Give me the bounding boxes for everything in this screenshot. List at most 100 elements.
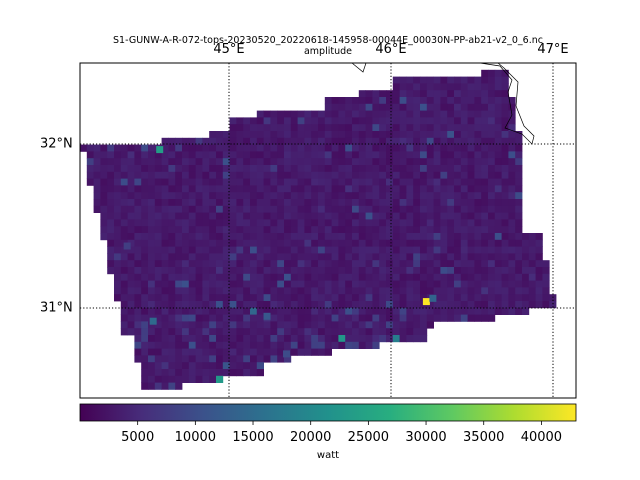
- raster-cell: [311, 137, 319, 145]
- raster-cell: [372, 301, 380, 309]
- raster-cell: [345, 246, 353, 254]
- raster-cell: [243, 341, 251, 349]
- raster-cell: [188, 260, 196, 268]
- raster-cell: [202, 212, 210, 220]
- raster-cell: [392, 83, 400, 91]
- raster-cell: [352, 117, 360, 125]
- raster-cell: [352, 110, 360, 118]
- raster-cell: [501, 267, 509, 275]
- raster-cell: [508, 131, 516, 139]
- raster-cell: [216, 131, 224, 139]
- raster-cell: [324, 246, 332, 254]
- raster-cell: [460, 83, 468, 91]
- raster-cell: [202, 192, 210, 200]
- raster-cell: [270, 233, 278, 241]
- raster-cell: [331, 341, 339, 349]
- raster-cell: [134, 165, 142, 173]
- raster-cell: [522, 294, 530, 302]
- raster-cell: [100, 144, 108, 152]
- raster-cell: [297, 117, 305, 125]
- raster-cell: [141, 192, 149, 200]
- raster-cell: [372, 137, 380, 145]
- raster-cell: [508, 301, 516, 309]
- raster-cell: [494, 212, 502, 220]
- raster-cell: [182, 267, 190, 275]
- raster-cell: [311, 110, 319, 118]
- raster-cell: [345, 178, 353, 186]
- raster-cell: [426, 321, 434, 329]
- raster-cell: [161, 171, 169, 179]
- raster-cell: [120, 151, 128, 159]
- raster-cell: [372, 273, 380, 281]
- raster-cell: [338, 117, 346, 125]
- raster-cell: [141, 260, 149, 268]
- raster-cell: [515, 239, 523, 247]
- raster-cell: [236, 294, 244, 302]
- raster-cell: [270, 171, 278, 179]
- raster-cell: [222, 151, 230, 159]
- raster-cell: [535, 267, 543, 275]
- raster-cell: [127, 212, 135, 220]
- raster-cell: [127, 280, 135, 288]
- raster-cell: [345, 205, 353, 213]
- raster-cell: [392, 103, 400, 111]
- raster-cell: [474, 260, 482, 268]
- raster-cell: [324, 192, 332, 200]
- raster-cell: [182, 233, 190, 241]
- raster-cell: [379, 239, 387, 247]
- raster-cell: [222, 253, 230, 261]
- raster-cell: [297, 219, 305, 227]
- raster-cell: [324, 151, 332, 159]
- raster-cell: [175, 375, 183, 383]
- raster-cell: [270, 280, 278, 288]
- raster-cell: [426, 205, 434, 213]
- raster-cell: [420, 253, 428, 261]
- raster-cell: [494, 260, 502, 268]
- raster-cell: [284, 178, 292, 186]
- raster-cell: [277, 314, 285, 322]
- raster-cell: [331, 110, 339, 118]
- raster-cell: [358, 273, 366, 281]
- raster-cell: [460, 239, 468, 247]
- raster-cell: [182, 348, 190, 356]
- raster-cell: [161, 335, 169, 343]
- raster-cell: [107, 226, 115, 234]
- raster-cell: [100, 171, 108, 179]
- raster-cell: [406, 144, 414, 152]
- raster-cell: [372, 260, 380, 268]
- raster-cell: [290, 267, 298, 275]
- raster-cell: [107, 233, 115, 241]
- raster-cell: [270, 131, 278, 139]
- raster-cell: [379, 246, 387, 254]
- raster-cell: [318, 185, 326, 193]
- raster-cell: [392, 212, 400, 220]
- raster-cell: [236, 328, 244, 336]
- raster-cell: [161, 239, 169, 247]
- raster-cell: [250, 226, 258, 234]
- raster-cell: [297, 260, 305, 268]
- raster-cell: [318, 267, 326, 275]
- raster-cell: [304, 335, 312, 343]
- raster-cell: [447, 212, 455, 220]
- raster-cell: [447, 76, 455, 84]
- raster-cell: [270, 335, 278, 343]
- raster-cell: [447, 151, 455, 159]
- raster-cell: [107, 267, 115, 275]
- raster-cell: [447, 90, 455, 98]
- raster-cell: [284, 335, 292, 343]
- raster-cell: [515, 233, 523, 241]
- raster-cell: [168, 260, 176, 268]
- raster-cell: [127, 287, 135, 295]
- raster-cell: [365, 158, 373, 166]
- raster-cell: [284, 233, 292, 241]
- raster-cell: [127, 273, 135, 281]
- raster-cell: [440, 137, 448, 145]
- raster-cell: [182, 335, 190, 343]
- raster-cell: [399, 158, 407, 166]
- raster-cell: [86, 144, 94, 152]
- raster-cell: [460, 124, 468, 132]
- raster-cell: [481, 287, 489, 295]
- raster-cell: [236, 131, 244, 139]
- raster-cell: [420, 219, 428, 227]
- raster-cell: [175, 287, 183, 295]
